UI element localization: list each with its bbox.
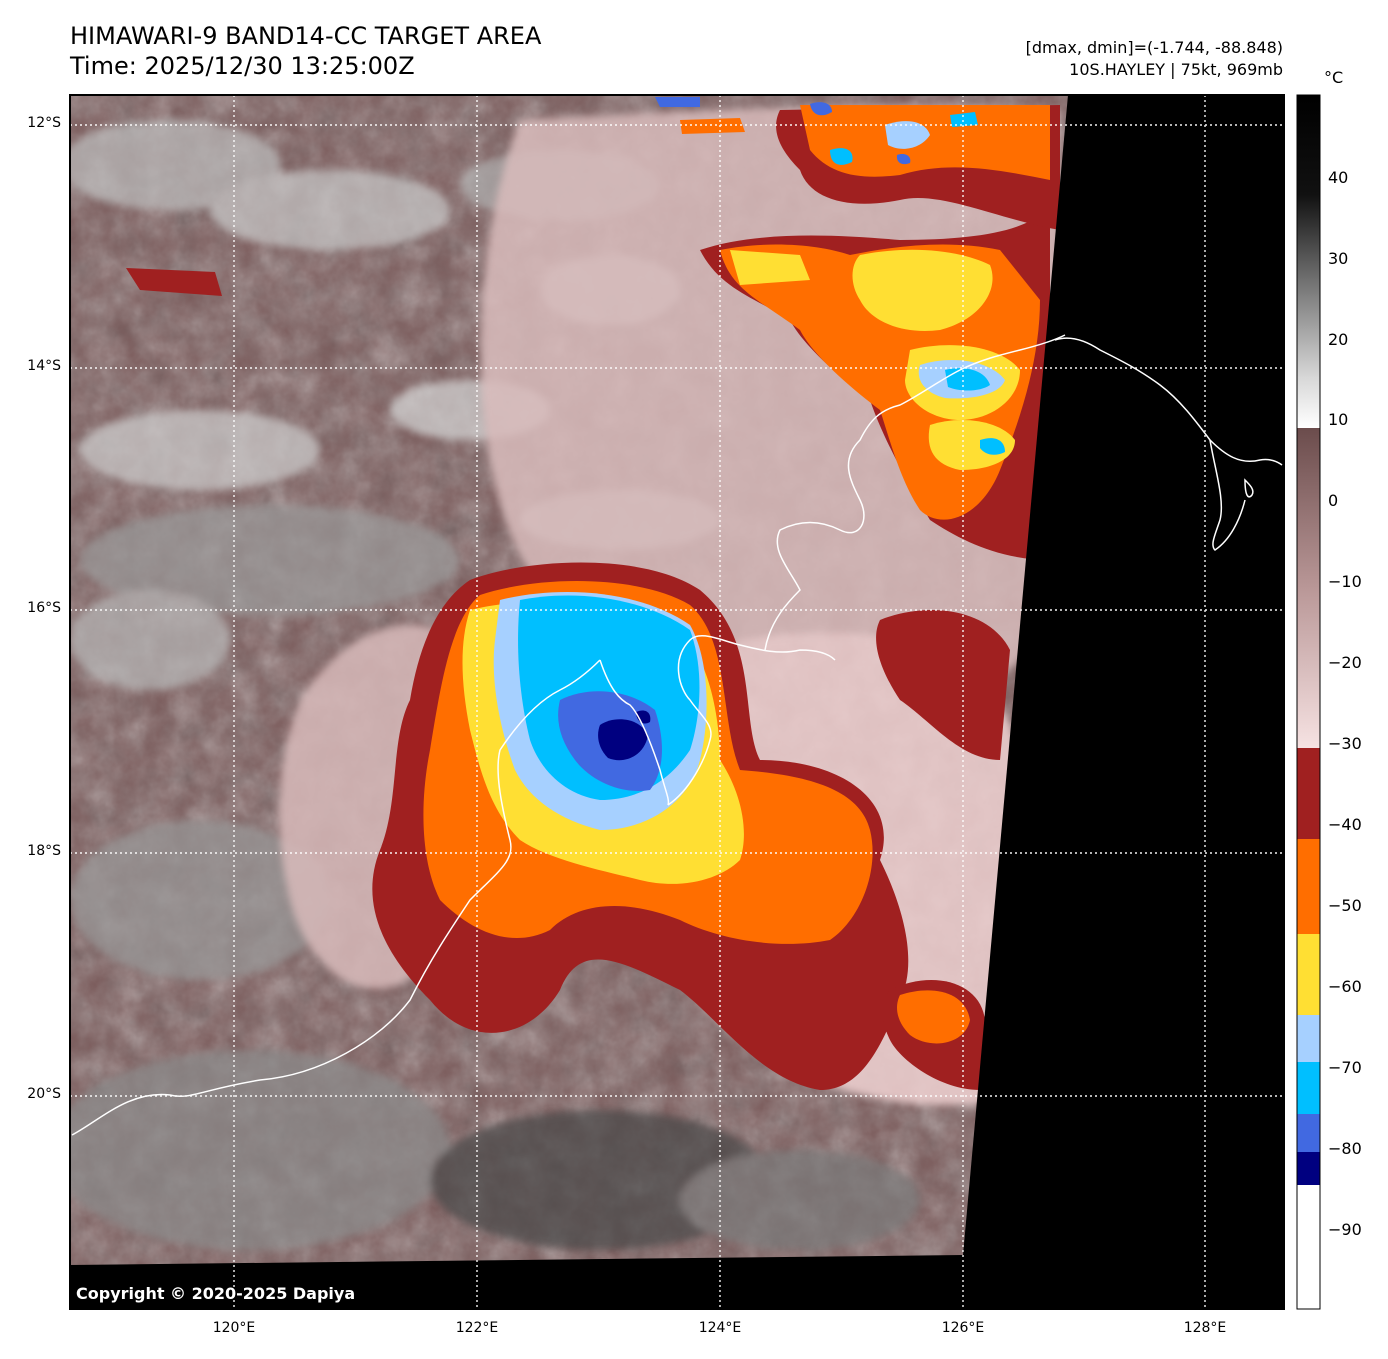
timestamp-title: Time: 2025/12/30 13:25:00Z [70, 52, 415, 80]
storm-info: 10S.HAYLEY | 75kt, 969mb [1069, 60, 1283, 79]
colorbar-tick: −90 [1328, 1220, 1362, 1239]
lon-label: 122°E [455, 1320, 499, 1336]
colorbar-tick: 30 [1328, 249, 1349, 268]
chart-title: HIMAWARI-9 BAND14-CC TARGET AREA [70, 22, 542, 50]
range-info: [dmax, dmin]=(-1.744, -88.848) [1025, 38, 1283, 57]
lat-label: 20°S [27, 1086, 61, 1102]
lat-label: 16°S [27, 600, 61, 616]
colorbar-tick: 20 [1328, 330, 1349, 349]
colorbar-tick: 0 [1328, 491, 1339, 510]
colorbar-tick: −20 [1328, 653, 1362, 672]
colorbar-tick: 40 [1328, 168, 1349, 187]
colorbar [1296, 94, 1321, 1310]
lon-label: 120°E [212, 1320, 256, 1336]
colorbar-tick: −40 [1328, 815, 1362, 834]
lat-label: 14°S [27, 358, 61, 374]
colorbar-tick: −10 [1328, 572, 1362, 591]
colorbar-unit: °C [1324, 68, 1344, 87]
colorbar-tick: 10 [1328, 410, 1349, 429]
colorbar-tick: −30 [1328, 734, 1362, 753]
lat-label: 18°S [27, 843, 61, 859]
copyright-text: Copyright © 2020-2025 Dapiya [76, 1284, 356, 1303]
colorbar-tick: −60 [1328, 977, 1362, 996]
colorbar-tick: −80 [1328, 1139, 1362, 1158]
colorbar-tick: −70 [1328, 1058, 1362, 1077]
lon-label: 128°E [1183, 1320, 1227, 1336]
colorbar-tick: −50 [1328, 896, 1362, 915]
lon-label: 126°E [941, 1320, 985, 1336]
lat-label: 12°S [27, 115, 61, 131]
lon-label: 124°E [698, 1320, 742, 1336]
